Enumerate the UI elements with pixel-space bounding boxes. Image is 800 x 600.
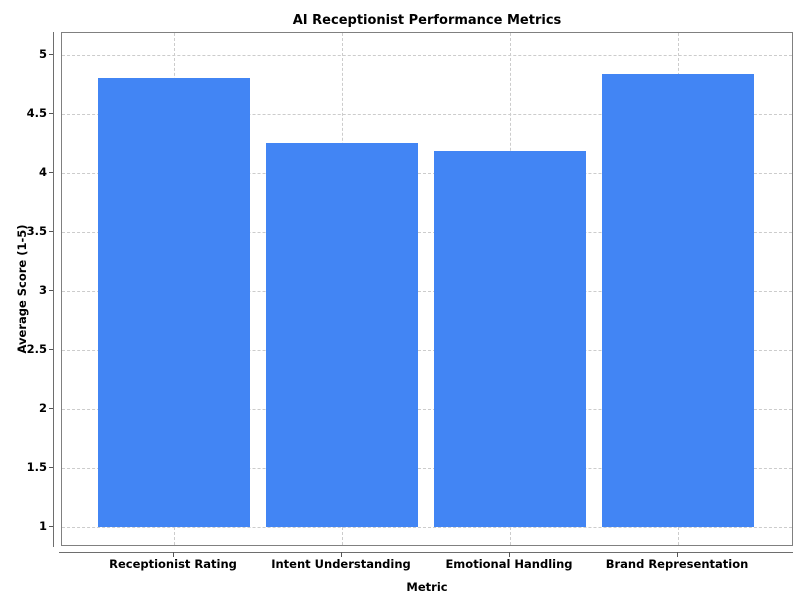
y-axis-spine [53,32,54,547]
horizontal-gridline [62,350,792,352]
chart-title: AI Receptionist Performance Metrics [292,13,562,28]
x-tick-mark [341,552,342,557]
y-tick-mark [49,54,53,56]
plot-area [61,32,793,546]
horizontal-gridline [62,55,792,57]
horizontal-gridline [62,409,792,411]
bar-brand-representation [602,74,754,527]
horizontal-gridline [62,468,792,469]
x-tick-mark [677,552,678,557]
x-tick-label-emotional-handling: Emotional Handling [445,557,573,571]
bar-receptionist-rating [98,77,250,527]
horizontal-gridline [62,527,792,528]
x-axis-spine [59,552,793,553]
x-tick-label-intent-understanding: Intent Understanding [271,557,411,571]
y-tick-label: 5 [38,47,47,62]
y-tick-label: 4.5 [26,106,47,121]
y-tick-mark [49,172,53,174]
x-axis-label: Metric [406,580,448,594]
y-tick-mark [49,408,53,410]
y-tick-label: 1.5 [26,460,47,474]
y-tick-mark [49,349,53,351]
horizontal-gridline [62,232,792,234]
y-tick-label: 4 [38,165,47,180]
y-tick-mark [49,231,53,233]
x-tick-mark [173,552,174,557]
y-tick-mark [49,467,53,468]
x-tick-mark [509,552,510,557]
horizontal-gridline [62,114,792,116]
x-tick-label-receptionist-rating: Receptionist Rating [109,557,237,571]
bar-intent-understanding [266,142,418,527]
y-tick-label: 2.5 [26,342,47,357]
y-tick-label: 3 [38,283,47,298]
y-tick-label: 1 [38,519,47,533]
x-tick-label-brand-representation: Brand Representation [605,557,749,571]
y-tick-mark [49,290,53,292]
y-tick-mark [49,526,53,527]
horizontal-gridline [62,173,792,175]
y-tick-label: 2 [38,401,47,416]
horizontal-gridline [62,291,792,293]
bar-emotional-handling [434,150,586,527]
y-tick-mark [49,113,53,115]
y-tick-label: 3.5 [26,224,47,239]
